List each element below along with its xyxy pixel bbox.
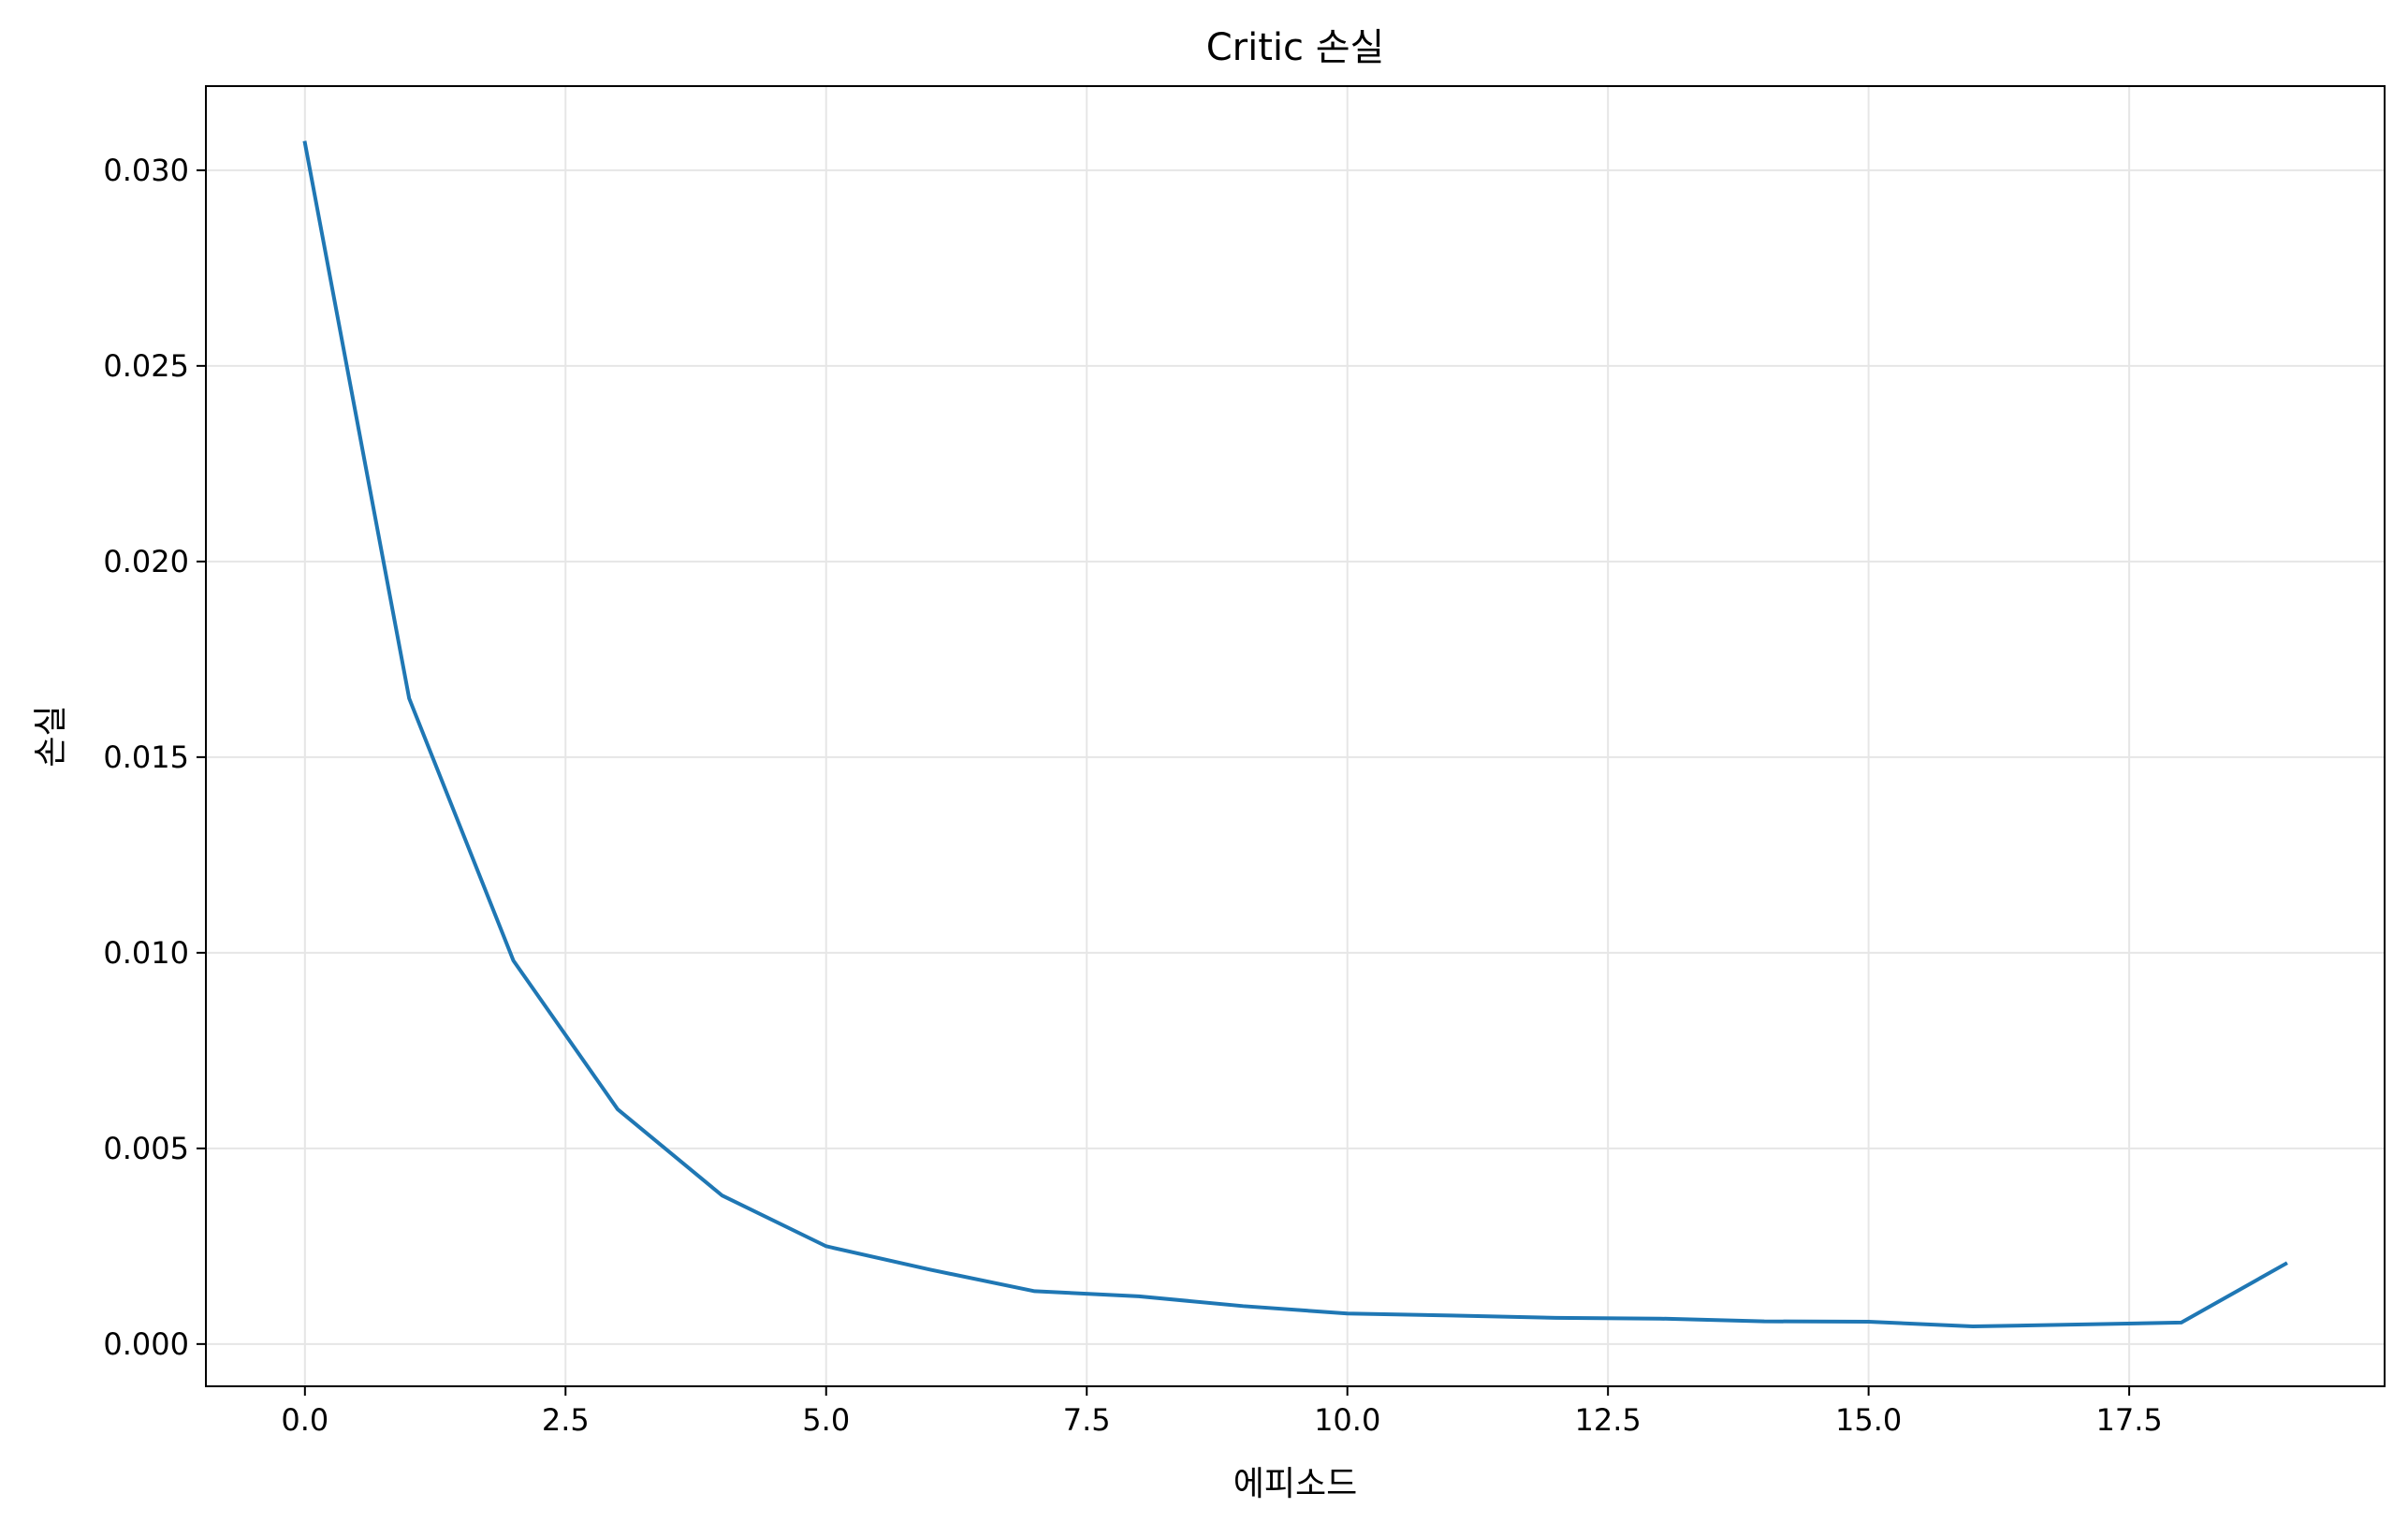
x-tick-label: 15.0 (1835, 1402, 1902, 1438)
chart-title: Critic 손실 (1206, 26, 1385, 69)
x-tick-label: 5.0 (802, 1402, 850, 1438)
y-tick-label: 0.015 (103, 739, 189, 775)
series-layer (302, 140, 2288, 1329)
x-tick-label: 0.0 (281, 1402, 328, 1438)
y-tick-label: 0.030 (103, 153, 189, 188)
x-axis-ticks: 0.0 2.5 5.0 7.5 10.0 12.5 15.0 17.5 (281, 1386, 2163, 1438)
x-tick-label: 12.5 (1575, 1402, 1642, 1438)
x-tick-label: 10.0 (1314, 1402, 1380, 1438)
y-tick-label: 0.005 (103, 1131, 189, 1166)
x-tick-label: 17.5 (2095, 1402, 2162, 1438)
y-axis-label: 손실 (32, 705, 70, 767)
y-tick-label: 0.025 (103, 348, 189, 384)
series-line (302, 140, 2288, 1329)
x-tick-label: 7.5 (1063, 1402, 1111, 1438)
y-axis-ticks: 0.000 0.005 0.010 0.015 0.020 0.025 0.030 (103, 153, 206, 1362)
y-tick-label: 0.000 (103, 1326, 189, 1362)
y-tick-label: 0.020 (103, 544, 189, 579)
plot-frame (205, 85, 2386, 1387)
y-tick-label: 0.010 (103, 935, 189, 971)
x-axis-label: 에피소드 (1233, 1465, 1357, 1503)
grid (206, 86, 2385, 1386)
x-tick-label: 2.5 (542, 1402, 590, 1438)
